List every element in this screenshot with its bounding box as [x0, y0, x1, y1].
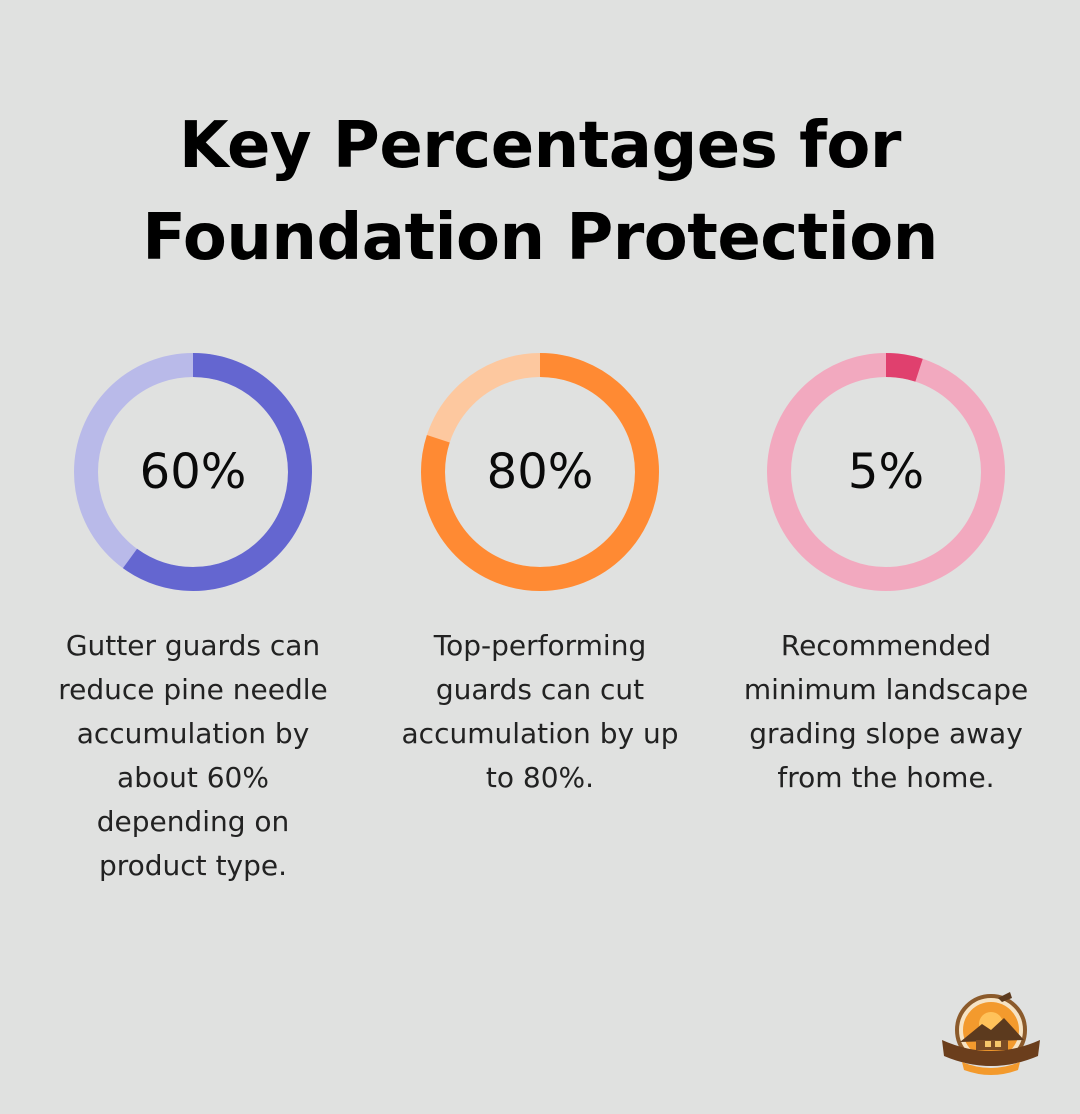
stat-card-3: 5% Recommended minimum landscape grading… [726, 350, 1046, 800]
stat-description-2: Top-performing guards can cut accumulati… [401, 629, 679, 794]
donut-filled-2 [421, 353, 659, 591]
donut-svg-2 [421, 353, 659, 591]
desert-gutters-logo-icon [942, 992, 1040, 1075]
chart-title-line-2: Foundation Protection [142, 201, 938, 275]
donut-filled-3 [767, 353, 1005, 591]
donut-value-label-3: 5% [847, 444, 925, 500]
stat-description-3: Recommended minimum landscape grading sl… [743, 629, 1029, 794]
donut-chart-2: 80% [418, 350, 662, 594]
donut-svg-3 [767, 353, 1005, 591]
donut-chart-1: 60% [71, 350, 315, 594]
stat-description-1: Gutter guards can reduce pine needle acc… [58, 629, 328, 882]
donut-value-label-2: 80% [486, 444, 594, 500]
chart-title: Key Percentages for Foundation Protectio… [0, 100, 1080, 284]
donut-svg-1 [74, 353, 312, 591]
donut-value-label-1: 60% [139, 444, 247, 500]
donut-filled-1 [74, 353, 312, 591]
donut-chart-3: 5% [764, 350, 1008, 594]
stat-card-1: 60% Gutter guards can reduce pine needle… [33, 350, 353, 888]
chart-title-line-1: Key Percentages for [179, 109, 901, 183]
stat-card-2: 80% Top-performing guards can cut accumu… [380, 350, 700, 800]
